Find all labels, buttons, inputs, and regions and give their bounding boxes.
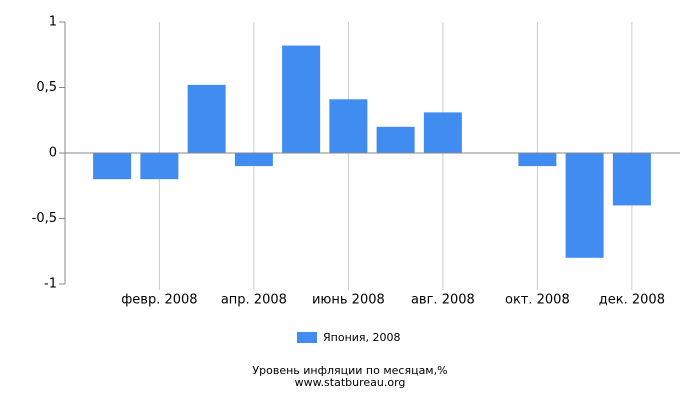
legend-swatch [297,332,317,343]
bar [140,153,179,180]
bar [282,45,321,153]
bar [376,126,415,153]
y-tick-label: -0,5 [32,211,57,226]
bar [329,99,368,153]
bar [423,112,462,153]
y-tick-label: 0,5 [36,80,57,95]
bar [234,153,273,167]
x-tick-label: дек. 2008 [599,293,665,308]
x-tick-label: февр. 2008 [121,293,197,308]
x-tick-label: авг. 2008 [411,293,475,308]
bar [518,153,557,167]
x-tick-label: июнь 2008 [312,293,385,308]
bar [187,84,226,153]
y-tick-label: -1 [44,277,57,292]
bar [565,153,604,258]
y-tick-label: 0 [49,146,57,161]
source: www.statbureau.org [295,376,406,389]
bar [612,153,651,206]
y-tick-label: 1 [49,15,57,30]
x-tick-label: окт. 2008 [505,293,570,308]
bar [93,153,132,180]
caption: Уровень инфляции по месяцам,% [252,364,447,377]
legend-label: Япония, 2008 [323,331,401,344]
x-tick-label: апр. 2008 [221,293,287,308]
